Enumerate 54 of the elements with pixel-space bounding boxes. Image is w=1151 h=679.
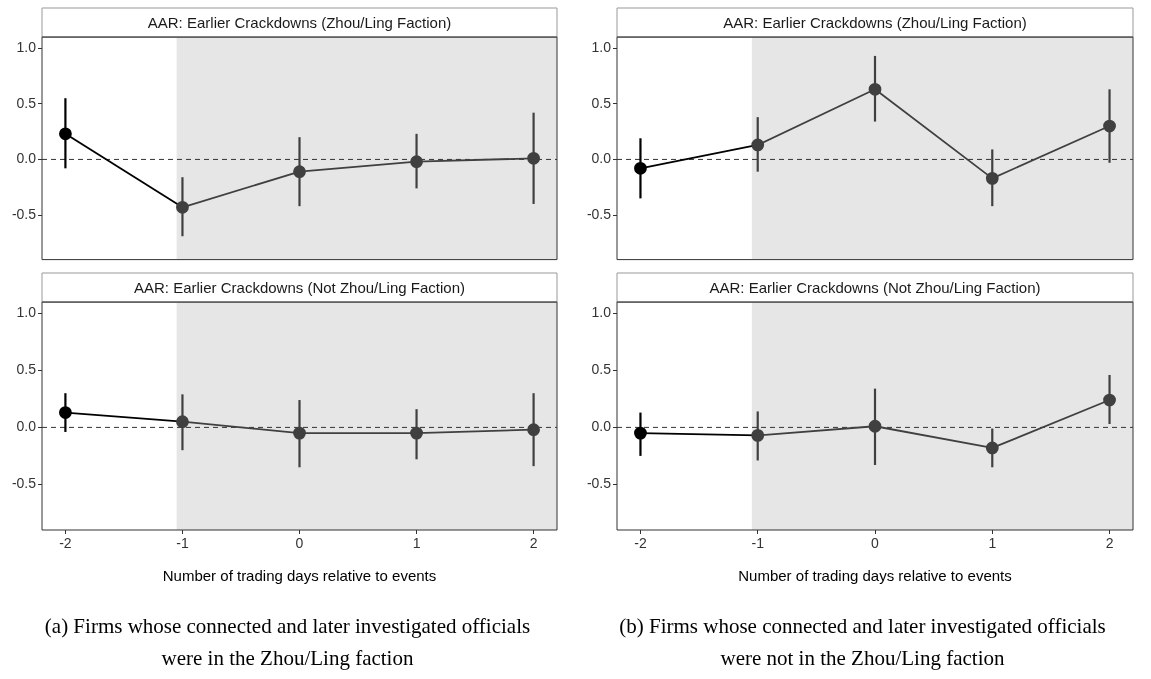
point <box>1103 119 1116 133</box>
point <box>293 165 306 179</box>
chart-title: AAR: Earlier Crackdowns (Not Zhou/Ling Faction) <box>709 278 1041 296</box>
text: (a) Firms whose connected and later investigated officials were in the Zhou/Ling faction <box>43 613 532 672</box>
x-tick-label: 0 <box>295 535 304 552</box>
point <box>634 426 647 440</box>
point <box>527 151 540 165</box>
y-tick-label: 0.5 <box>16 94 37 111</box>
y-tick-label: 0.5 <box>591 361 612 378</box>
point <box>527 423 540 437</box>
chart-title: AAR: Earlier Crackdowns (Not Zhou/Ling Faction) <box>134 278 465 296</box>
chart-title: AAR: Earlier Crackdowns (Zhou/Ling Faction) <box>147 13 452 31</box>
y-tick-label: -0.5 <box>586 475 612 492</box>
y-tick-label: -0.5 <box>586 205 612 222</box>
y-tick-label: 1.0 <box>591 304 612 321</box>
y-tick-label: 1.0 <box>591 38 612 55</box>
y-tick-label: 1.0 <box>16 304 37 321</box>
y-tick-label: 0.0 <box>591 150 612 167</box>
x-tick-label: 2 <box>1105 535 1114 552</box>
point <box>751 138 765 152</box>
x-tick-label: -1 <box>176 535 189 552</box>
point <box>410 426 423 440</box>
x-tick-label: 2 <box>529 535 538 552</box>
y-tick-label: -0.5 <box>11 475 37 492</box>
x-tick-label: -2 <box>59 535 72 552</box>
x-tick-label: -2 <box>634 535 647 552</box>
point <box>176 415 189 429</box>
chart-title: AAR: Earlier Crackdowns (Zhou/Ling Faction) <box>723 13 1027 31</box>
point <box>59 406 72 419</box>
x-tick-label: 1 <box>412 535 421 552</box>
point <box>868 419 882 433</box>
point <box>59 127 72 141</box>
x-axis-title: Number of trading days relative to events <box>738 567 1012 585</box>
x-tick-label: -1 <box>751 535 765 552</box>
text: (b) Firms whose connected and later investigated officials were not in the Zhou/Ling faction <box>618 613 1107 672</box>
y-tick-label: 0.5 <box>591 94 612 111</box>
x-axis-title: Number of trading days relative to events <box>162 567 437 585</box>
x-tick-label: 1 <box>988 535 997 552</box>
y-tick-label: 0.0 <box>16 150 37 167</box>
point <box>868 82 882 96</box>
y-tick-label: 1.0 <box>16 38 37 55</box>
y-tick-label: 0.0 <box>591 418 612 435</box>
point <box>293 426 306 440</box>
point <box>634 161 647 175</box>
y-tick-label: 0.5 <box>16 361 37 378</box>
point <box>985 171 999 185</box>
point <box>985 441 999 455</box>
point <box>751 428 765 442</box>
y-tick-label: 0.0 <box>16 418 37 435</box>
point <box>410 155 423 169</box>
point <box>176 200 189 214</box>
point <box>1103 393 1116 407</box>
y-tick-label: -0.5 <box>11 205 37 222</box>
x-tick-label: 0 <box>871 535 880 552</box>
